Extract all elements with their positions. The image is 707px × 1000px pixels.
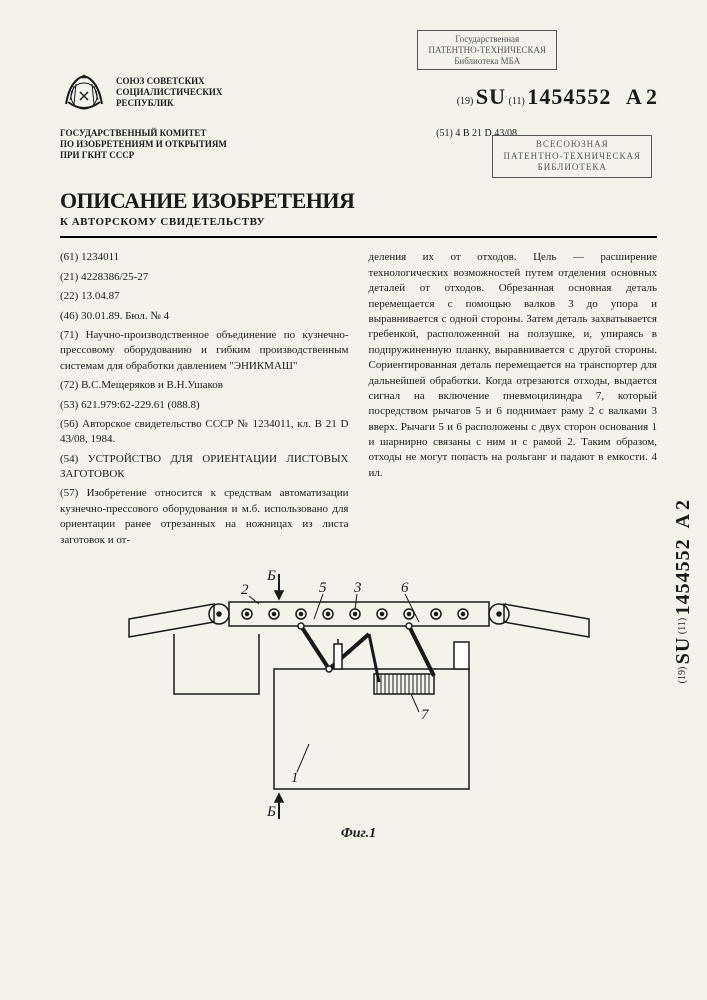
union-line: СОЮЗ СОВЕТСКИХ: [116, 76, 222, 87]
union-line: СОЦИАЛИСТИЧЕСКИХ: [116, 87, 222, 98]
side-prefix-11: (11): [677, 618, 688, 634]
figure-1: Б Б 2 5 3 6 7 1 Фиг.1: [60, 564, 657, 842]
side-su: SU: [672, 637, 694, 665]
callout-5: 5: [319, 580, 327, 596]
kind-code: A 2: [626, 84, 657, 109]
subtitle: К АВТОРСКОМУ СВИДЕТЕЛЬСТВУ: [60, 216, 657, 228]
union-label: СОЮЗ СОВЕТСКИХ СОЦИАЛИСТИЧЕСКИХ РЕСПУБЛИ…: [116, 76, 222, 108]
callout-6: 6: [401, 580, 409, 596]
side-a2: A 2: [672, 500, 694, 528]
left-column: (61) 1234011 (21) 4228386/25-27 (22) 13.…: [60, 250, 349, 552]
callout-7: 7: [421, 707, 430, 723]
side-document-number: (19) SU (11) 1454552 A 2: [672, 500, 695, 683]
stamp-line: Государственная: [428, 34, 546, 45]
callout-2: 2: [241, 582, 249, 598]
lib-line: БИБЛИОТЕКА: [503, 162, 641, 174]
union-line: РЕСПУБЛИК: [116, 98, 222, 109]
right-column: деления их от отходов. Цель — расширение…: [369, 250, 658, 552]
field-72: (72) В.С.Мещеряков и В.Н.Ушаков: [60, 378, 349, 393]
field-56: (56) Авторское свидетельство СССР № 1234…: [60, 417, 349, 448]
callout-1: 1: [291, 770, 299, 786]
abstract-continuation: деления их от отходов. Цель — расширение…: [369, 250, 658, 481]
diagram-icon: Б Б 2 5 3 6 7 1: [119, 564, 599, 824]
page-title: ОПИСАНИЕ ИЗОБРЕТЕНИЯ: [60, 188, 657, 214]
document-number: (19) SU (11) 1454552 A 2: [457, 84, 657, 110]
callout-b-bottom: Б: [266, 804, 276, 820]
field-21: (21) 4228386/25-27: [60, 270, 349, 285]
field-46: (46) 30.01.89. Бюл. № 4: [60, 309, 349, 324]
field-71: (71) Научно-производственное объединение…: [60, 328, 349, 374]
field-54: (54) УСТРОЙСТВО ДЛЯ ОРИЕНТАЦИИ ЛИСТОВЫХ …: [60, 452, 349, 483]
header: СОЮЗ СОВЕТСКИХ СОЦИАЛИСТИЧЕСКИХ РЕСПУБЛИ…: [60, 70, 657, 118]
stamp-line: Библиотека МБА: [428, 56, 546, 67]
field-53: (53) 621.979:62-229.61 (088.8): [60, 398, 349, 413]
callout-3: 3: [353, 580, 362, 596]
figure-label: Фиг.1: [60, 826, 657, 842]
ussr-emblem-icon: [60, 70, 108, 118]
field-61: (61) 1234011: [60, 250, 349, 265]
side-number: 1454552: [672, 538, 694, 615]
prefix-19: (19): [457, 96, 474, 107]
prefix-11: (11): [509, 96, 525, 107]
field-22: (22) 13.04.87: [60, 289, 349, 304]
callout-b-top: Б: [266, 568, 276, 584]
body-columns: (61) 1234011 (21) 4228386/25-27 (22) 13.…: [60, 250, 657, 552]
top-stamp: Государственная ПАТЕНТНО-ТЕХНИЧЕСКАЯ Биб…: [417, 30, 557, 70]
side-prefix-19: (19): [677, 667, 688, 684]
patent-number: 1454552: [527, 84, 611, 109]
country-code: SU: [476, 84, 506, 109]
lib-line: ПАТЕНТНО-ТЕХНИЧЕСКАЯ: [503, 151, 641, 163]
stamp-line: ПАТЕНТНО-ТЕХНИЧЕСКАЯ: [428, 45, 546, 56]
field-57: (57) Изобретение относится к средствам а…: [60, 486, 349, 548]
divider: [60, 236, 657, 238]
lib-line: ВСЕСОЮЗНАЯ: [503, 139, 641, 151]
library-stamp: ВСЕСОЮЗНАЯ ПАТЕНТНО-ТЕХНИЧЕСКАЯ БИБЛИОТЕ…: [492, 135, 652, 178]
